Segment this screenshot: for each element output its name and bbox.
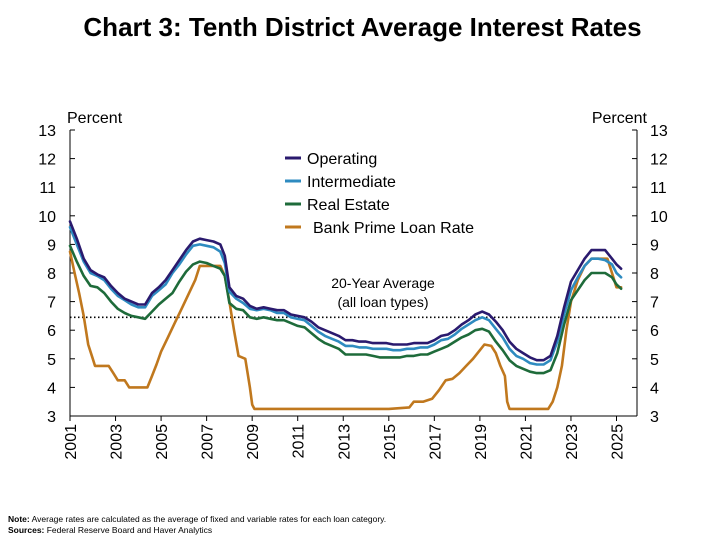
right-axis-title: Percent xyxy=(592,110,648,127)
x-tick-label: 2011 xyxy=(291,424,308,459)
left-axis-title: Percent xyxy=(67,110,123,127)
x-tick-label: 2023 xyxy=(564,424,581,460)
note-label: Note: xyxy=(8,514,30,524)
x-tick-label: 2015 xyxy=(382,424,399,460)
y-tick-label-left: 13 xyxy=(38,123,56,140)
y-tick-label-left: 5 xyxy=(47,352,56,369)
x-tick-label: 2017 xyxy=(427,424,444,460)
y-tick-label-left: 6 xyxy=(47,323,56,340)
y-tick-label-right: 4 xyxy=(650,380,659,397)
y-tick-label-left: 11 xyxy=(39,180,56,197)
x-tick-label: 2025 xyxy=(610,424,627,460)
y-tick-label-right: 9 xyxy=(650,237,659,254)
series-line-bank-prime-loan-rate xyxy=(68,250,623,411)
legend-label-bank-prime-loan-rate: Bank Prime Loan Rate xyxy=(313,220,474,237)
x-tick-label: 2001 xyxy=(63,424,80,460)
series-line-intermediate xyxy=(68,225,623,366)
legend-label-intermediate: Intermediate xyxy=(307,174,396,191)
sources-label: Sources: xyxy=(8,525,45,535)
x-tick-label: 2003 xyxy=(109,424,126,460)
y-tick-label-right: 13 xyxy=(650,123,668,140)
y-tick-label-left: 9 xyxy=(47,237,56,254)
y-tick-label-right: 8 xyxy=(650,266,659,283)
y-tick-label-right: 6 xyxy=(650,323,659,340)
y-tick-label-left: 12 xyxy=(38,152,56,169)
series-line-operating xyxy=(68,220,623,362)
y-tick-label-right: 3 xyxy=(650,409,659,426)
y-tick-label-left: 3 xyxy=(47,409,56,426)
y-tick-label-left: 8 xyxy=(47,266,56,283)
x-tick-label: 2007 xyxy=(200,424,217,460)
x-tick-label: 2021 xyxy=(518,424,535,460)
average-label-line2: (all loan types) xyxy=(337,294,428,310)
note-line: Note: Average rates are calculated as th… xyxy=(8,514,386,525)
y-tick-label-right: 5 xyxy=(650,352,659,369)
legend-label-real-estate: Real Estate xyxy=(307,197,390,214)
footnote: Note: Average rates are calculated as th… xyxy=(8,514,386,536)
y-tick-label-left: 7 xyxy=(47,295,56,312)
chart-title: Chart 3: Tenth District Average Interest… xyxy=(83,12,642,42)
line-chart: Percent Percent 3 3 4 4 5 5 6 6 7 7 8 8 9 9 10 10 11 11 12 12… xyxy=(38,110,668,460)
x-tick-label: 2009 xyxy=(245,424,262,460)
note-text: Average rates are calculated as the aver… xyxy=(29,514,387,524)
y-tick-label-left: 10 xyxy=(38,209,56,226)
sources-line: Sources: Federal Reserve Board and Haver… xyxy=(8,525,386,536)
series-line-real-estate xyxy=(68,244,623,375)
x-tick-label: 2013 xyxy=(336,424,353,460)
y-tick-label-left: 4 xyxy=(47,380,56,397)
average-label-line1: 20-Year Average xyxy=(331,275,435,291)
y-tick-label-right: 12 xyxy=(650,152,668,169)
x-tick-label: 2005 xyxy=(154,424,171,460)
sources-text: Federal Reserve Board and Haver Analytic… xyxy=(44,525,213,535)
x-tick-label: 2019 xyxy=(473,424,490,460)
legend-label-operating: Operating xyxy=(307,151,377,168)
y-tick-label-right: 7 xyxy=(650,295,659,312)
y-tick-label-right: 10 xyxy=(650,209,668,226)
y-tick-label-right: 11 xyxy=(650,180,667,197)
